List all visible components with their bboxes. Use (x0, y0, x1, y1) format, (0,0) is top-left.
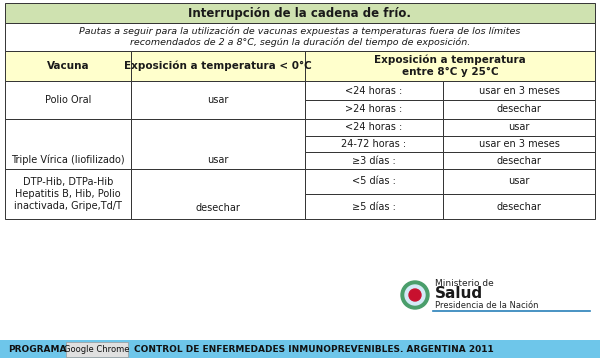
Text: desechar: desechar (497, 104, 541, 115)
Text: Exposición a temperatura
entre 8°C y 25°C: Exposición a temperatura entre 8°C y 25°… (374, 55, 526, 77)
Bar (305, 100, 443, 119)
Text: Salud: Salud (435, 286, 483, 302)
Bar (305, 136, 443, 152)
Text: desechar: desechar (196, 203, 241, 213)
Bar (305, 152, 443, 169)
Bar (131, 169, 305, 219)
Bar (5, 169, 131, 219)
Text: usar en 3 meses: usar en 3 meses (479, 85, 559, 95)
Bar (443, 81, 595, 100)
Text: Exposición a temperatura < 0°C: Exposición a temperatura < 0°C (124, 61, 312, 71)
Text: desechar: desechar (497, 201, 541, 211)
Text: Ministerio de: Ministerio de (435, 279, 494, 288)
Circle shape (405, 285, 425, 305)
Text: usar: usar (508, 122, 530, 132)
Bar (443, 194, 595, 219)
Text: ≥5 días :: ≥5 días : (352, 201, 396, 211)
Text: Vacuna: Vacuna (47, 61, 89, 71)
Bar (5, 51, 131, 81)
Bar (131, 51, 305, 81)
Text: CONTROL DE ENFERMEDADES INMUNOPREVENIBLES. ARGENTINA 2011: CONTROL DE ENFERMEDADES INMUNOPREVENIBLE… (134, 345, 494, 354)
Bar (5, 23, 595, 51)
Text: usar: usar (508, 177, 530, 186)
Text: Triple Vírica (liofilizado): Triple Vírica (liofilizado) (11, 155, 125, 165)
Bar (443, 152, 595, 169)
Text: <24 horas :: <24 horas : (346, 85, 403, 95)
Circle shape (401, 281, 429, 309)
Bar (66, 341, 128, 356)
Circle shape (409, 289, 421, 301)
Text: <5 días :: <5 días : (352, 177, 396, 186)
Text: Google Chrome: Google Chrome (64, 345, 130, 354)
Bar (131, 81, 305, 119)
Bar (443, 100, 595, 119)
Text: Presidencia de la Nación: Presidencia de la Nación (435, 300, 539, 309)
Text: >24 horas :: >24 horas : (346, 104, 403, 115)
Bar (5, 3, 595, 23)
Text: Pautas a seguir para la utilización de vacunas expuestas a temperaturas fuera de: Pautas a seguir para la utilización de v… (79, 27, 521, 47)
Text: 24-72 horas :: 24-72 horas : (341, 139, 407, 149)
Bar (443, 136, 595, 152)
Text: PROGRAMA: PROGRAMA (8, 345, 67, 354)
Bar (443, 119, 595, 136)
Bar (0, 340, 600, 358)
Text: <24 horas :: <24 horas : (346, 122, 403, 132)
Text: ≥3 días :: ≥3 días : (352, 156, 396, 165)
Bar (5, 81, 131, 119)
Text: usar: usar (208, 155, 229, 165)
Bar (305, 81, 443, 100)
Bar (5, 119, 131, 169)
Text: Polio Oral: Polio Oral (45, 95, 91, 105)
Text: usar: usar (208, 95, 229, 105)
Text: desechar: desechar (497, 156, 541, 165)
Text: usar en 3 meses: usar en 3 meses (479, 139, 559, 149)
Text: Interrupción de la cadena de frío.: Interrupción de la cadena de frío. (188, 6, 412, 19)
Bar (305, 169, 443, 194)
Bar (131, 119, 305, 169)
Bar (443, 169, 595, 194)
Bar (305, 194, 443, 219)
Bar (305, 51, 595, 81)
Bar (305, 119, 443, 136)
Text: DTP-Hib, DTPa-Hib
Hepatitis B, Hib, Polio
inactivada, Gripe,Td/T: DTP-Hib, DTPa-Hib Hepatitis B, Hib, Poli… (14, 177, 122, 211)
